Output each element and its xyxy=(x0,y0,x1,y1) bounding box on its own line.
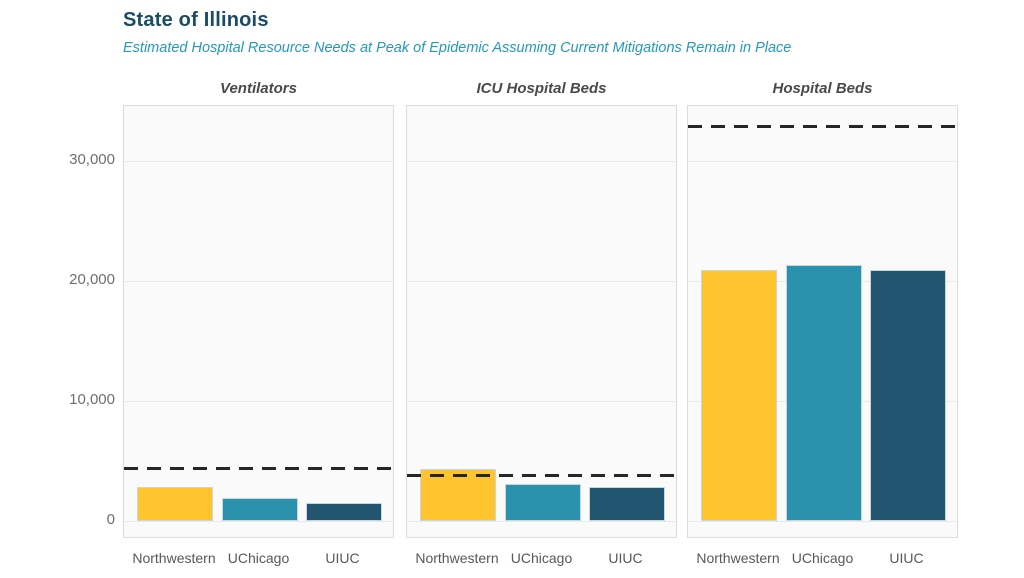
x-axis-label: UIUC xyxy=(325,550,360,566)
chart-subtitle: Estimated Hospital Resource Needs at Pea… xyxy=(123,40,792,56)
page-title: State of Illinois xyxy=(123,9,269,31)
panel-title: Ventilators xyxy=(220,80,297,97)
bar-northwestern xyxy=(701,270,777,521)
x-axis-label: UChicago xyxy=(227,550,290,566)
chart-panel xyxy=(123,105,394,538)
x-axis-label: UChicago xyxy=(791,550,854,566)
bar-northwestern xyxy=(137,487,213,521)
chart-panel xyxy=(406,105,677,538)
bar-uchicago xyxy=(785,265,862,521)
gridline xyxy=(407,160,676,162)
bar-uiuc xyxy=(869,270,946,521)
y-axis-tick-label: 20,000 xyxy=(69,270,115,288)
y-axis-tick-label: 30,000 xyxy=(69,150,115,168)
x-axis-label: UIUC xyxy=(889,550,924,566)
bar-northwestern xyxy=(420,469,496,521)
x-axis-label: Northwestern xyxy=(132,550,216,566)
x-axis-label: UChicago xyxy=(510,550,573,566)
gridline xyxy=(124,521,393,522)
gridline xyxy=(124,280,393,282)
gridline xyxy=(124,160,393,162)
gridline xyxy=(407,400,676,402)
gridline xyxy=(124,400,393,402)
x-axis-label: Northwestern xyxy=(415,550,499,566)
gridline xyxy=(688,521,957,522)
bar-uchicago xyxy=(221,498,298,521)
x-axis-label: UIUC xyxy=(608,550,643,566)
bar-uiuc xyxy=(305,503,382,521)
capacity-line xyxy=(688,125,957,128)
gridline xyxy=(407,521,676,522)
x-axis-label: Northwestern xyxy=(696,550,780,566)
y-axis-tick-label: 0 xyxy=(106,511,115,528)
gridline xyxy=(407,280,676,282)
capacity-line xyxy=(124,467,393,470)
chart-panel xyxy=(687,105,958,538)
y-axis-tick-label: 10,000 xyxy=(69,390,115,408)
gridline xyxy=(688,160,957,162)
bar-uiuc xyxy=(588,487,665,521)
panel-title: ICU Hospital Beds xyxy=(476,80,607,97)
bar-uchicago xyxy=(504,484,581,521)
capacity-line xyxy=(407,474,676,477)
panel-title: Hospital Beds xyxy=(772,80,873,97)
